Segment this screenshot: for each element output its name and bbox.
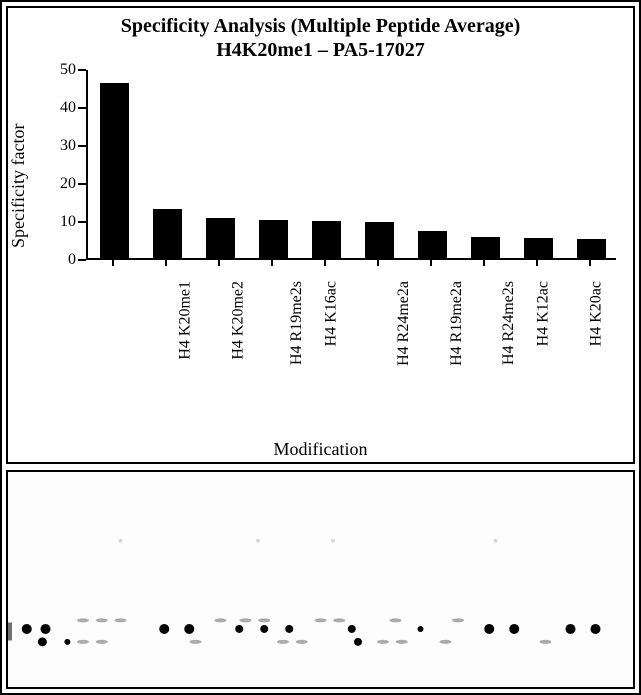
x-tick bbox=[377, 260, 379, 266]
x-tick bbox=[218, 260, 220, 266]
bar-chart-plot bbox=[86, 70, 616, 260]
x-tick bbox=[430, 260, 432, 266]
x-tick-label: H4 R19me2s bbox=[288, 281, 306, 365]
x-tick bbox=[589, 260, 591, 266]
x-tick-label: H4 K16ac bbox=[322, 281, 340, 346]
x-tick-label: H4 R24me2a bbox=[394, 281, 412, 366]
chart-panel: Specificity Analysis (Multiple Peptide A… bbox=[6, 6, 635, 464]
y-tick bbox=[78, 107, 86, 109]
y-tick-label: 10 bbox=[42, 213, 76, 231]
bar bbox=[153, 209, 183, 258]
x-tick-label: H4 K12ac bbox=[534, 281, 552, 346]
x-tick bbox=[112, 260, 114, 266]
y-axis-label: Specificity factor bbox=[8, 124, 29, 248]
bar bbox=[312, 221, 342, 258]
bar bbox=[577, 239, 607, 258]
y-tick-label: 20 bbox=[42, 175, 76, 193]
bar bbox=[259, 220, 289, 258]
y-tick-label: 30 bbox=[42, 137, 76, 155]
bar bbox=[471, 237, 501, 258]
bar bbox=[100, 83, 130, 258]
y-tick bbox=[78, 69, 86, 71]
y-tick bbox=[78, 145, 86, 147]
y-tick bbox=[78, 221, 86, 223]
y-tick-label: 0 bbox=[42, 251, 76, 269]
figure-container: Specificity Analysis (Multiple Peptide A… bbox=[0, 0, 641, 695]
y-tick bbox=[78, 183, 86, 185]
x-tick-label: H4 K20me1 bbox=[176, 281, 194, 360]
x-axis-label: Modification bbox=[8, 439, 633, 460]
title-line1: Specificity Analysis (Multiple Peptide A… bbox=[121, 15, 521, 37]
x-tick bbox=[483, 260, 485, 266]
x-tick bbox=[324, 260, 326, 266]
x-tick bbox=[165, 260, 167, 266]
bar bbox=[206, 218, 236, 258]
title-line2: H4K20me1 – PA5-17027 bbox=[216, 39, 425, 61]
x-tick-label: H4 K20me2 bbox=[229, 281, 247, 360]
x-tick-label: H4 R24me2s bbox=[500, 281, 518, 365]
bar bbox=[365, 222, 395, 258]
y-tick-label: 40 bbox=[42, 99, 76, 117]
y-tick-label: 50 bbox=[42, 61, 76, 79]
blot-panel bbox=[6, 470, 635, 689]
bar bbox=[418, 231, 448, 258]
blot-image bbox=[8, 472, 633, 687]
x-tick bbox=[536, 260, 538, 266]
x-tick bbox=[271, 260, 273, 266]
x-tick-label: H4 R19me2a bbox=[447, 281, 465, 366]
y-tick bbox=[78, 259, 86, 261]
chart-title: Specificity Analysis (Multiple Peptide A… bbox=[8, 8, 633, 62]
bar bbox=[524, 238, 554, 258]
x-tick-label: H4 K20ac bbox=[587, 281, 605, 346]
